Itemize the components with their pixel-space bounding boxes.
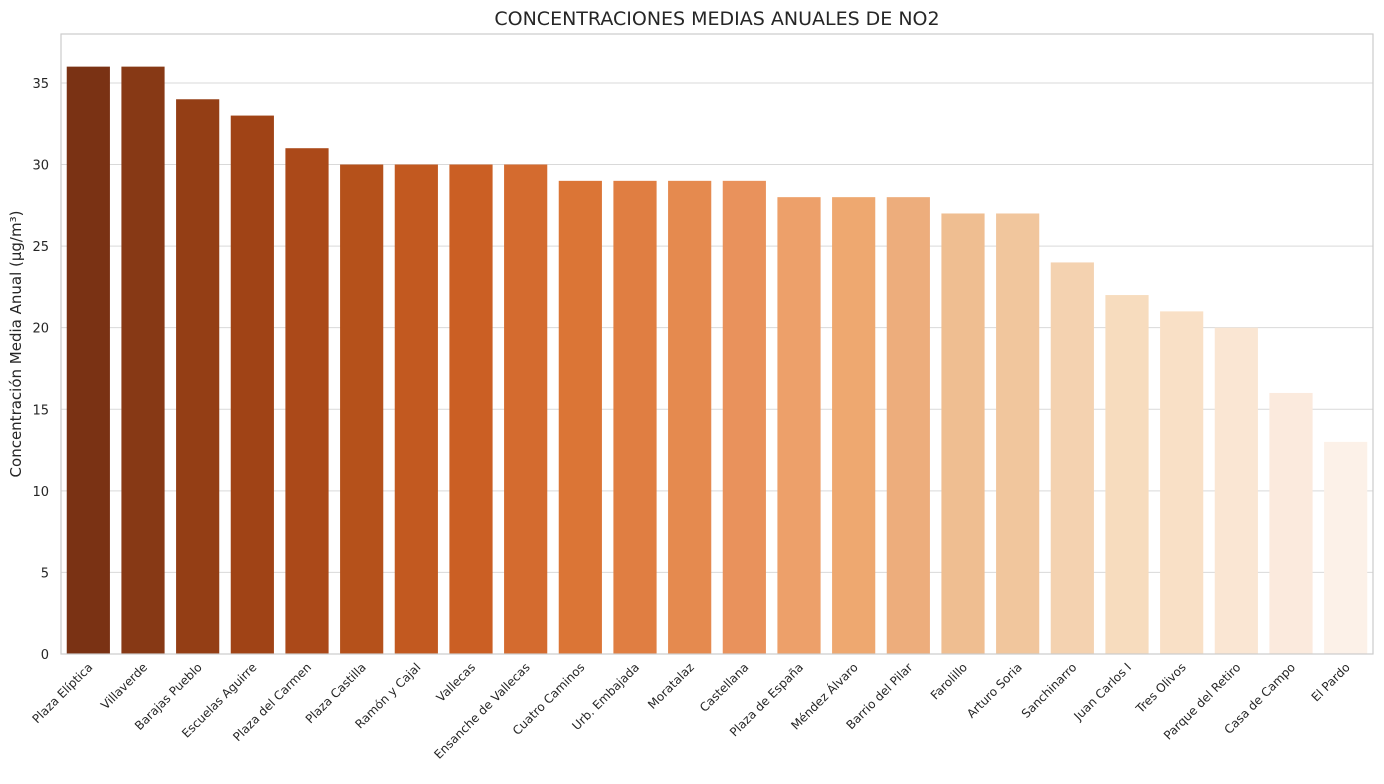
x-tick-label: Juan Carlos I bbox=[1071, 660, 1135, 724]
bar bbox=[1160, 311, 1204, 654]
x-tick-label: El Pardo bbox=[1309, 660, 1353, 704]
x-tick-label: Tres Olivos bbox=[1133, 660, 1189, 716]
x-tick-label: Sanchinarro bbox=[1019, 660, 1080, 721]
y-axis-label: Concentración Media Anual (µg/m³) bbox=[7, 211, 25, 478]
plot-frame bbox=[60, 33, 1374, 655]
bar bbox=[1324, 441, 1368, 654]
bar bbox=[340, 164, 384, 655]
bar bbox=[66, 66, 110, 654]
y-tick-label: 5 bbox=[41, 566, 49, 581]
y-tick-label: 20 bbox=[32, 322, 49, 337]
bar bbox=[176, 99, 220, 654]
bar bbox=[285, 148, 329, 655]
bar bbox=[504, 164, 548, 655]
y-tick-label: 0 bbox=[41, 648, 49, 663]
y-tick-label: 25 bbox=[32, 240, 49, 255]
gridlines bbox=[61, 82, 1373, 573]
bar bbox=[996, 213, 1040, 654]
bar bbox=[941, 213, 985, 654]
chart-title: CONCENTRACIONES MEDIAS ANUALES DE NO2 bbox=[494, 8, 939, 30]
bar bbox=[1105, 295, 1149, 654]
y-tick-labels: 0 5 10 15 20 25 30 35 bbox=[32, 77, 49, 663]
bar bbox=[449, 164, 493, 655]
y-tick-label: 10 bbox=[32, 485, 49, 500]
bar bbox=[832, 197, 876, 654]
bar bbox=[722, 180, 766, 654]
y-tick-label: 35 bbox=[32, 77, 49, 92]
bar bbox=[1269, 392, 1313, 654]
x-tick-label: Farolillo bbox=[928, 660, 970, 702]
bar bbox=[121, 66, 165, 654]
y-tick-label: 30 bbox=[32, 159, 49, 174]
x-tick-label: Vallecas bbox=[434, 660, 478, 704]
bar bbox=[394, 164, 438, 655]
y-tick-label: 15 bbox=[32, 403, 49, 418]
x-tick-label: Plaza Elíptica bbox=[30, 660, 96, 726]
bar bbox=[230, 115, 274, 654]
bar bbox=[558, 180, 602, 654]
bar bbox=[1214, 327, 1258, 654]
x-tick-label: Castellana bbox=[697, 660, 751, 714]
bar bbox=[1050, 262, 1094, 654]
x-tick-label: Ensanche de Vallecas bbox=[431, 660, 532, 761]
bar bbox=[613, 180, 657, 654]
x-tick-label: Arturo Soria bbox=[964, 660, 1025, 721]
bar bbox=[777, 197, 821, 654]
x-tick-label: Moratalaz bbox=[645, 660, 697, 712]
x-tick-label: Villaverde bbox=[98, 660, 150, 712]
bars bbox=[66, 66, 1368, 655]
bar bbox=[668, 180, 712, 654]
bar bbox=[886, 197, 930, 654]
